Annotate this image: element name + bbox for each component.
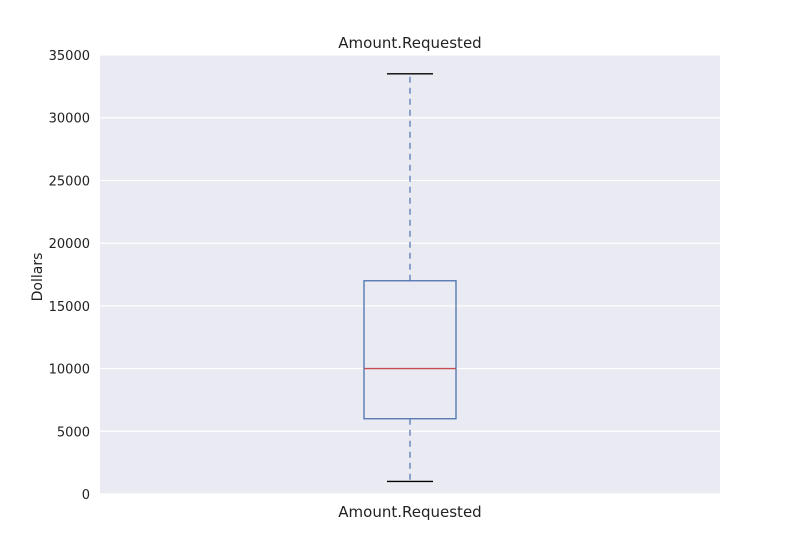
x-category-label: Amount.Requested: [338, 503, 481, 521]
y-tick-label: 0: [82, 488, 90, 503]
y-tick-label: 10000: [49, 363, 90, 378]
iqr-box: [363, 280, 457, 420]
chart-title: Amount.Requested: [338, 34, 481, 52]
y-tick-label: 5000: [57, 425, 90, 440]
y-tick-label: 35000: [49, 49, 90, 64]
y-tick-labels: 0 5000 10000 15000 20000 25000 30000 35000: [49, 49, 90, 503]
y-tick-label: 25000: [49, 174, 90, 189]
boxplot: [363, 73, 457, 483]
y-tick-label: 30000: [49, 112, 90, 127]
y-axis-label: Dollars: [30, 253, 46, 302]
y-tick-label: 15000: [49, 300, 90, 315]
y-tick-label: 20000: [49, 237, 90, 252]
